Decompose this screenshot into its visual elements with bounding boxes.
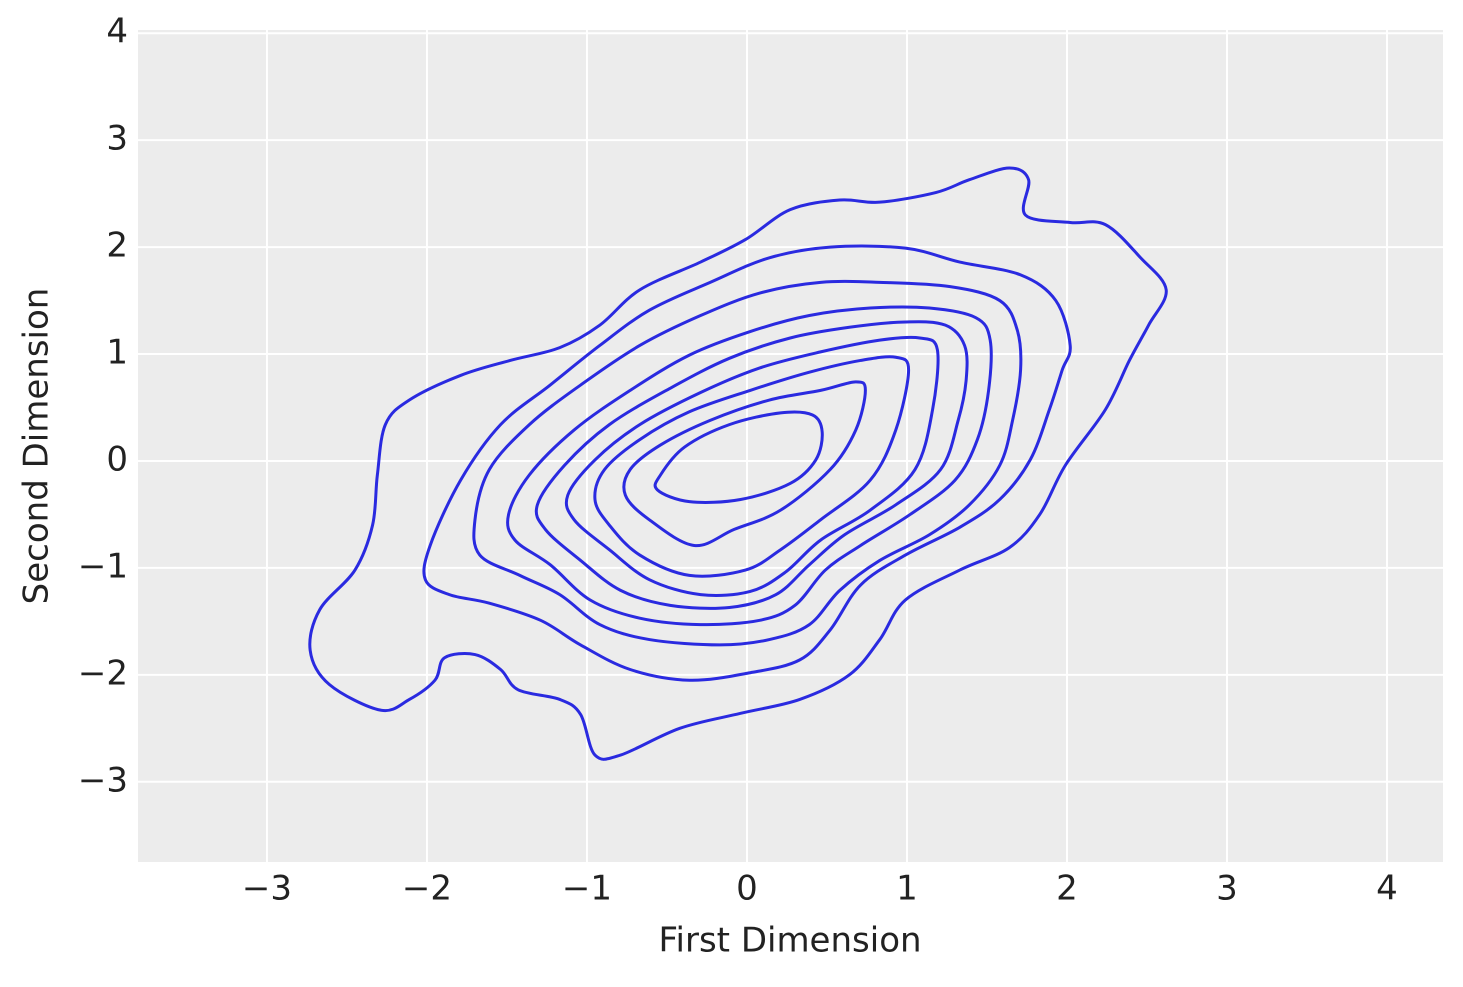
x-axis-label: First Dimension	[658, 921, 921, 961]
contour-line	[472, 279, 1023, 647]
x-tick-label: −3	[242, 869, 292, 909]
x-tick-label: −1	[562, 869, 612, 909]
x-tick-label: 1	[896, 869, 918, 909]
y-tick-label: 3	[106, 119, 128, 159]
contour-line	[622, 380, 867, 547]
x-tick-label: −2	[402, 869, 452, 909]
contours	[308, 166, 1168, 761]
contour-line	[564, 335, 940, 597]
x-tick-label: 2	[1056, 869, 1078, 909]
contour-line	[534, 320, 969, 610]
y-tick-label: −2	[78, 653, 128, 693]
contour-line	[506, 305, 993, 627]
contour-line	[593, 355, 911, 578]
y-tick-label: 2	[106, 226, 128, 266]
plot-area	[138, 30, 1443, 862]
contour-line	[422, 244, 1072, 682]
y-tick-label: 1	[106, 333, 128, 373]
x-tick-label: 4	[1376, 869, 1398, 909]
x-tick-label: 3	[1216, 869, 1238, 909]
y-axis-label: Second Dimension	[17, 288, 57, 605]
contour-line	[308, 166, 1168, 761]
y-tick-label: −3	[78, 760, 128, 800]
y-tick-label: 0	[106, 439, 128, 479]
contour-line	[653, 410, 824, 504]
y-tick-label: 4	[106, 12, 128, 52]
x-tick-label: 0	[736, 869, 758, 909]
y-tick-label: −1	[78, 546, 128, 586]
